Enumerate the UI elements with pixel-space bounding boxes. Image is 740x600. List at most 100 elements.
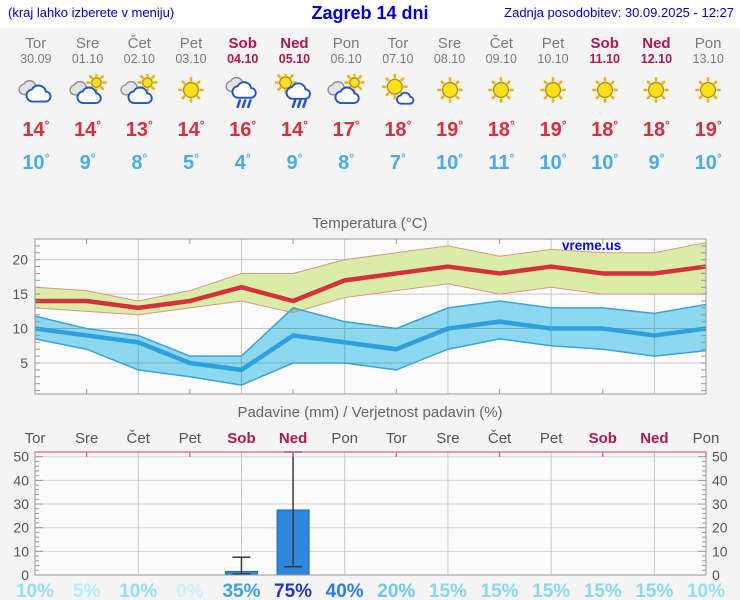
max-temperature: 14°: [280, 118, 308, 141]
precip-day-label: Čet: [127, 430, 151, 447]
precip-probability: 10%: [119, 581, 157, 600]
precip-probability: 10%: [16, 581, 54, 600]
day-name: Sob: [590, 35, 619, 52]
temp-y-label: 5: [20, 355, 28, 371]
day-date: 12.10: [640, 52, 673, 66]
precip-day-label: Sob: [589, 430, 617, 447]
max-temperature: 14°: [74, 118, 102, 141]
day-name: Pet: [179, 35, 203, 52]
precip-probability: 15%: [635, 581, 673, 600]
partly-cloudy-icon: [327, 74, 365, 108]
min-temperature: 10°: [436, 151, 464, 174]
day-name: Sre: [437, 35, 462, 52]
max-temperature: 18°: [591, 118, 619, 141]
min-temperature: 7°: [389, 151, 406, 174]
temperature-chart: Temperatura (°C) 5 10 15 20 vreme.us: [0, 210, 740, 400]
day-name: Ned: [642, 35, 671, 52]
min-temperature: 8°: [131, 151, 148, 174]
precip-chart-title: Padavine (mm) / Verjetnost padavin (%): [237, 404, 502, 421]
precip-probability: 10%: [687, 581, 725, 600]
precip-day-label: Ned: [640, 430, 668, 447]
day-column: Sob 11.10 18° 10°: [579, 35, 631, 180]
day-column: Pet 03.10 14° 5°: [165, 35, 217, 180]
day-column: Ned 05.10 14° 9°: [269, 35, 321, 180]
temp-y-label: 20: [12, 252, 28, 268]
precip-probability: 0%: [176, 581, 204, 600]
precip-probability: 20%: [377, 581, 415, 600]
day-column: Sob 04.10 16° 4°: [217, 35, 269, 180]
max-temperature: 18°: [642, 118, 670, 141]
min-temperature: 4°: [234, 151, 251, 174]
min-temperature: 10°: [22, 151, 50, 174]
min-temperature: 10°: [694, 151, 722, 174]
day-name: Sob: [228, 35, 257, 52]
day-date: 04.10: [227, 52, 259, 66]
precip-day-label: Sre: [436, 430, 459, 447]
precip-y-label-left: 40: [13, 472, 29, 488]
last-update: Zadnja posodobitev: 30.09.2025 - 12:27: [504, 5, 734, 20]
partly-cloudy-icon: [120, 74, 158, 108]
precip-day-label: Sre: [75, 430, 98, 447]
min-temperature: 8°: [338, 151, 355, 174]
precip-y-label-right: 10: [712, 543, 728, 559]
precip-y-label-left: 30: [13, 496, 29, 512]
forecast-strip: Tor 30.09 14° 10° Sre 01.10 14° 9° Čet 02.10 13° 8°…: [0, 28, 740, 180]
min-temperature: 9°: [79, 151, 96, 174]
precip-y-label-left: 20: [13, 520, 29, 536]
precip-day-label: Ned: [279, 430, 307, 447]
day-name: Pon: [332, 35, 360, 52]
precip-y-label-right: 30: [712, 496, 728, 512]
precip-y-label-right: 50: [712, 449, 728, 465]
precip-probability: 5%: [73, 581, 101, 600]
precip-y-label-right: 0: [712, 567, 720, 583]
precip-day-label: Pet: [179, 430, 202, 447]
day-column: Tor 30.09 14° 10°: [10, 35, 62, 180]
day-date: 03.10: [175, 52, 207, 66]
precip-probability: 15%: [532, 581, 570, 600]
min-temperature: 10°: [539, 151, 567, 174]
precip-day-label: Pon: [693, 430, 720, 447]
location-menu-hint: (kraj lahko izberete v meniju): [8, 5, 175, 20]
day-date: 08.10: [433, 52, 466, 66]
day-date: 09.10: [485, 52, 517, 66]
day-date: 10.10: [537, 52, 569, 66]
min-temperature: 10°: [591, 151, 619, 174]
max-temperature: 19°: [436, 118, 464, 141]
day-column: Čet 02.10 13° 8°: [113, 35, 165, 180]
precip-probability: 15%: [429, 581, 467, 600]
max-temperature: 14°: [177, 118, 205, 141]
day-date: 02.10: [123, 52, 155, 66]
max-temperature: 14°: [22, 118, 50, 141]
day-name: Tor: [387, 35, 409, 52]
temp-max-line: [35, 264, 707, 311]
precip-probability: 15%: [481, 581, 519, 600]
max-temperature: 19°: [694, 118, 722, 141]
rain-icon: [224, 74, 262, 108]
sunny-icon: [643, 77, 670, 103]
partly-cloudy-icon: [69, 74, 107, 108]
precip-day-label: Sob: [227, 430, 255, 447]
temp-y-label: 15: [12, 286, 28, 302]
precip-y-label-left: 0: [21, 567, 29, 583]
header: (kraj lahko izberete v meniju) Zagreb 14…: [0, 0, 740, 28]
vreme-us-watermark-link[interactable]: vreme.us: [562, 238, 621, 253]
page-title: Zagreb 14 dni: [311, 3, 429, 23]
precip-y-label-right: 20: [712, 520, 728, 536]
max-temperature: 13°: [125, 118, 153, 141]
precip-chart-svg: Padavine (mm) / Verjetnost padavin (%) To…: [13, 404, 728, 600]
sunny-icon: [488, 77, 514, 103]
max-temperature: 18°: [487, 118, 515, 141]
precip-day-label: Čet: [488, 430, 512, 447]
day-date: 05.10: [278, 52, 311, 66]
max-temperature: 18°: [384, 118, 412, 141]
precip-day-label: Pet: [540, 430, 563, 447]
precip-probability: 75%: [274, 581, 312, 600]
sunny-icon: [436, 77, 463, 103]
max-temperature: 17°: [332, 118, 360, 141]
day-date: 11.10: [589, 52, 620, 66]
precip-day-label: Tor: [25, 430, 46, 447]
day-column: Ned 12.10 18° 9°: [631, 35, 683, 180]
precipitation-chart: Padavine (mm) / Verjetnost padavin (%) To…: [0, 400, 740, 600]
temp-y-label: 10: [12, 321, 28, 337]
day-date: 06.10: [330, 52, 362, 66]
